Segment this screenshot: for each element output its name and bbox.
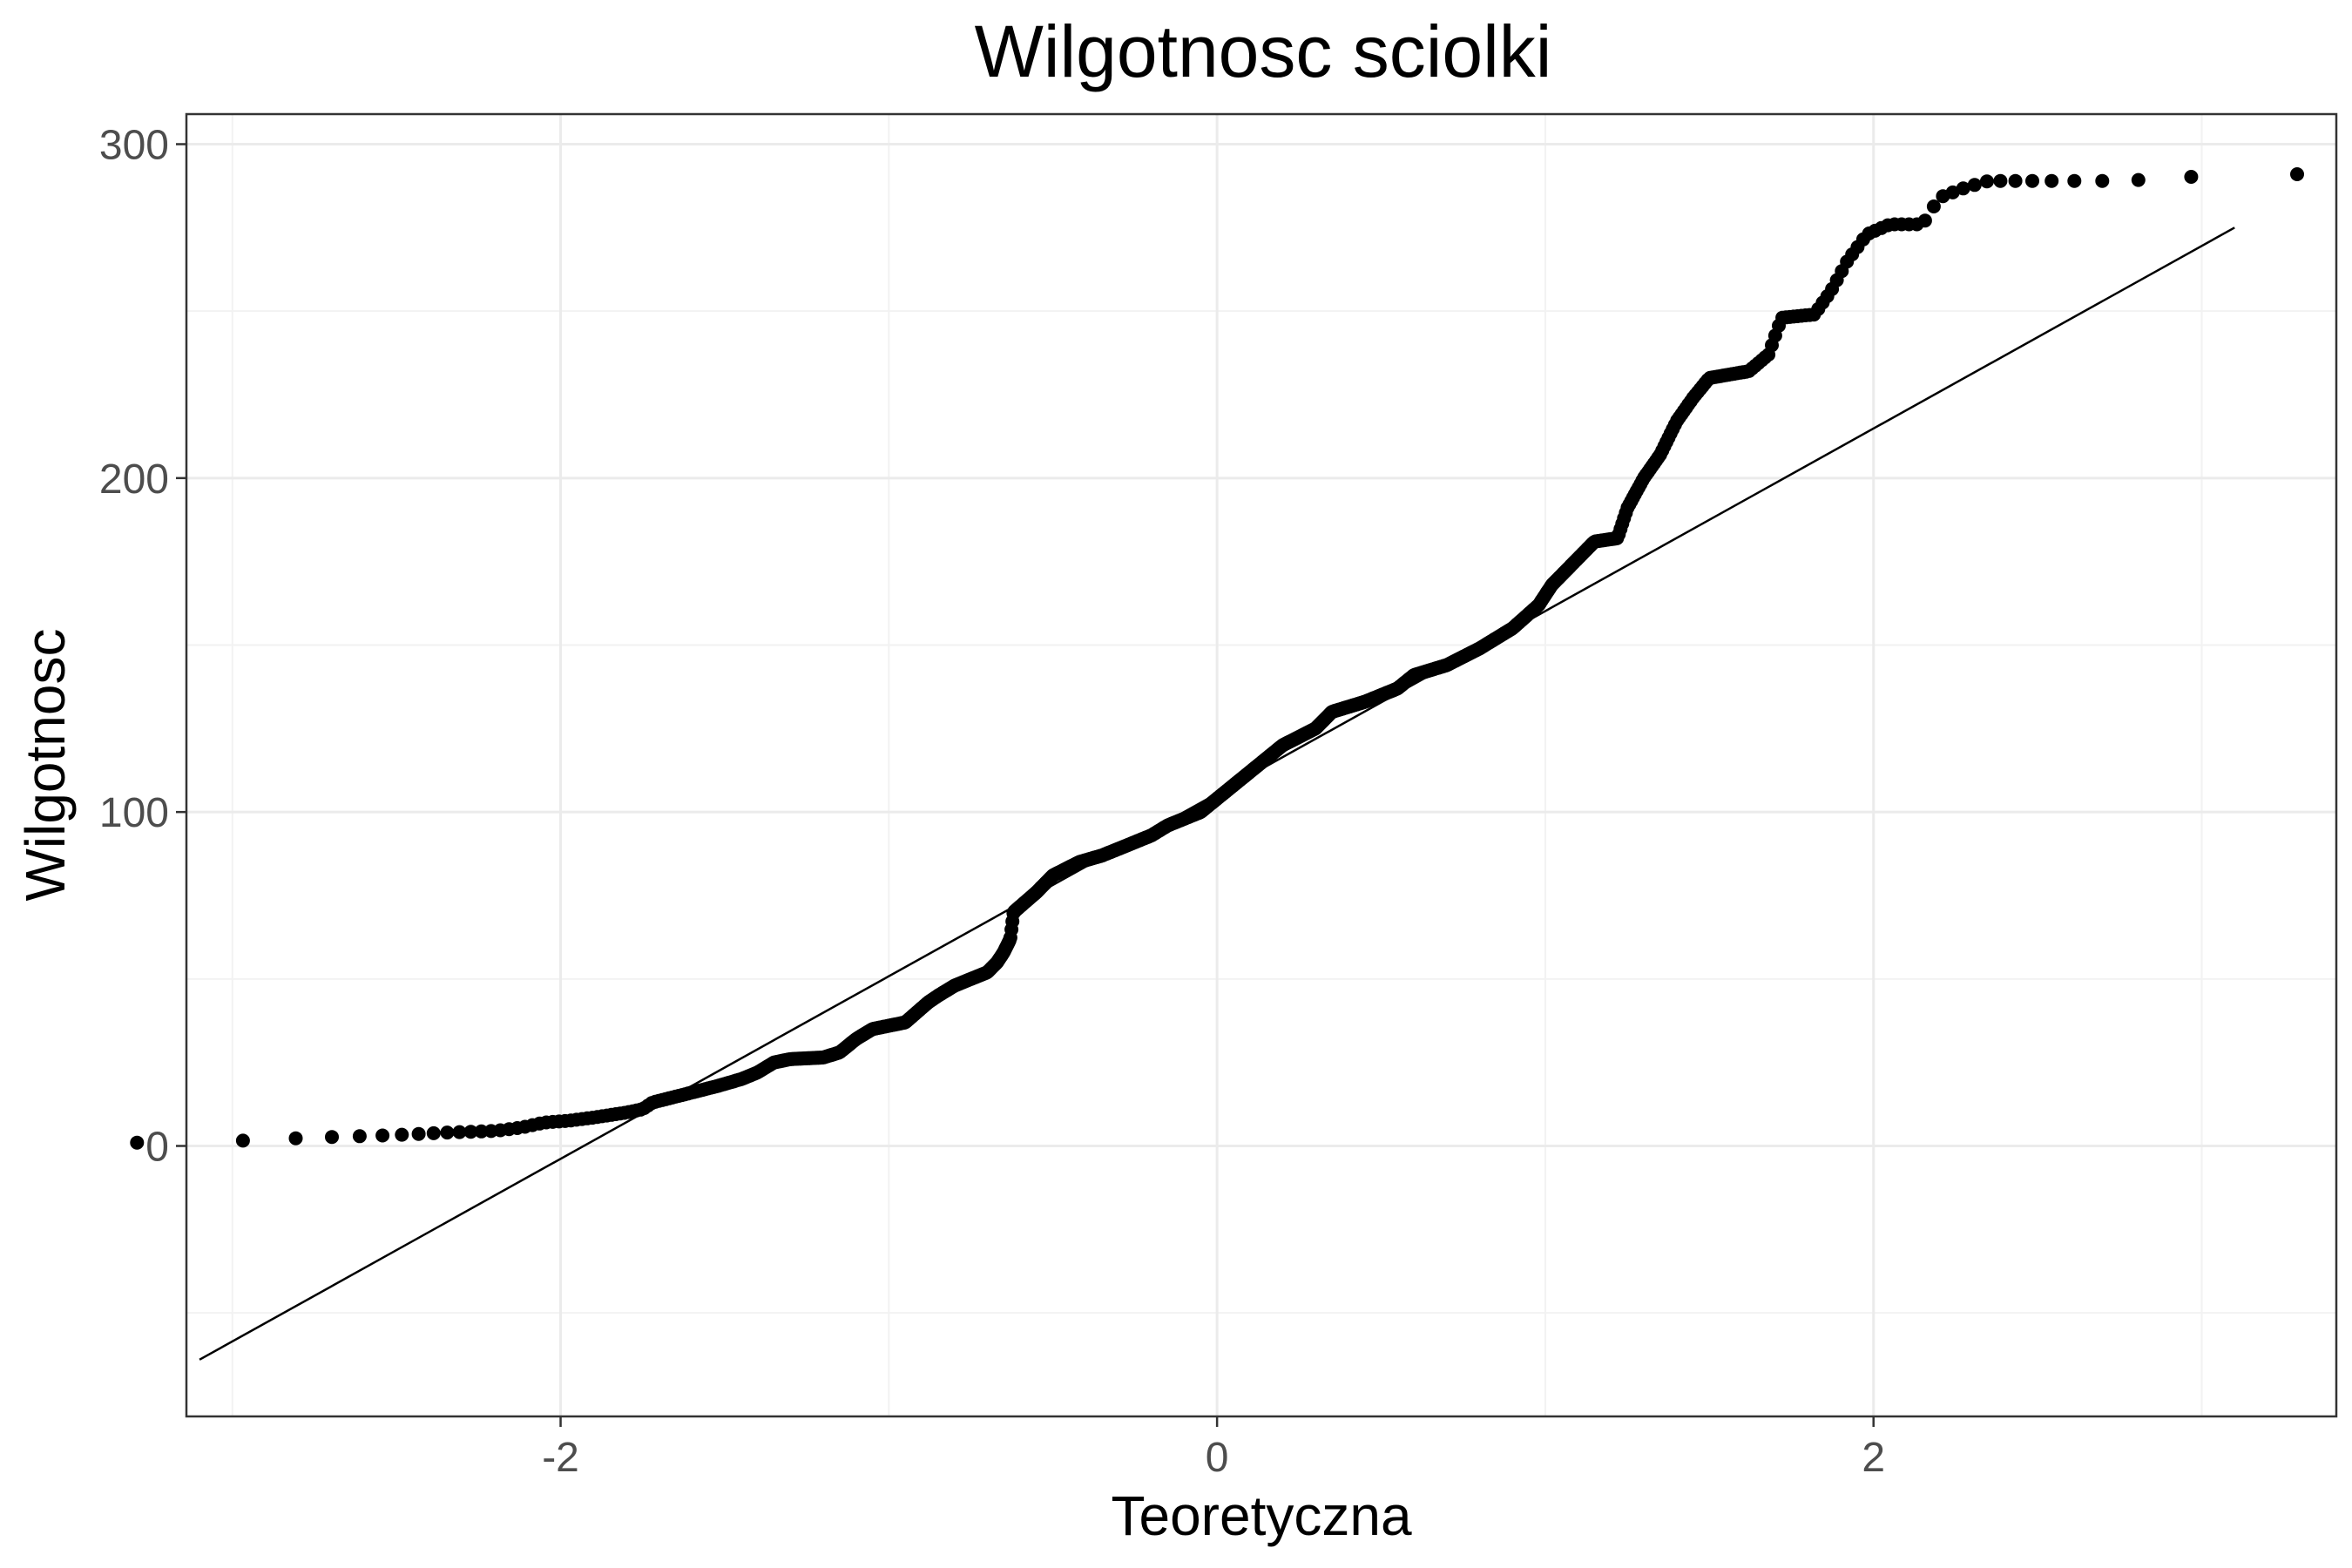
minor-gridlines bbox=[186, 114, 2336, 1416]
y-tick-label: 100 bbox=[99, 790, 169, 836]
data-point bbox=[440, 1125, 455, 1140]
data-point bbox=[452, 1125, 467, 1139]
data-point bbox=[352, 1129, 367, 1144]
data-point bbox=[2184, 170, 2199, 184]
data-point bbox=[1917, 213, 1932, 228]
data-point bbox=[2008, 173, 2023, 188]
y-tick-label: 200 bbox=[99, 456, 169, 503]
x-tick-label: -2 bbox=[542, 1435, 579, 1481]
y-tick-label: 300 bbox=[99, 123, 169, 169]
data-point bbox=[1956, 181, 1970, 196]
y-axis: 0 100 200 300 bbox=[99, 123, 186, 1171]
data-point bbox=[1945, 185, 1960, 199]
data-point bbox=[395, 1127, 409, 1142]
data-points bbox=[130, 167, 2304, 1150]
data-point bbox=[235, 1133, 250, 1148]
data-point bbox=[1979, 174, 1994, 189]
data-point bbox=[288, 1131, 303, 1146]
chart-title: Wilgotnosc sciolki bbox=[975, 10, 1552, 92]
y-tick-label: 0 bbox=[145, 1125, 169, 1171]
y-axis-title: Wilgotnosc bbox=[14, 629, 77, 902]
plot-panel bbox=[130, 112, 2338, 1418]
data-point bbox=[2095, 173, 2110, 188]
x-tick-label: 0 bbox=[1206, 1435, 1229, 1481]
data-point bbox=[474, 1124, 489, 1139]
x-axis: -2 0 2 bbox=[542, 1416, 1885, 1481]
data-point bbox=[2290, 167, 2304, 181]
data-point bbox=[2067, 173, 2082, 188]
data-point bbox=[1993, 173, 2008, 188]
data-point bbox=[130, 1135, 145, 1150]
data-point bbox=[411, 1126, 426, 1141]
data-point bbox=[375, 1128, 390, 1143]
panel-border bbox=[185, 112, 2338, 1418]
x-axis-title: Teoretyczna bbox=[1111, 1484, 1411, 1547]
major-gridlines bbox=[186, 114, 2336, 1416]
data-point bbox=[463, 1125, 478, 1139]
data-point bbox=[426, 1125, 441, 1140]
data-point bbox=[2025, 173, 2039, 188]
data-point bbox=[1926, 199, 1941, 213]
data-point bbox=[2044, 173, 2059, 188]
data-point bbox=[2131, 172, 2146, 187]
data-point bbox=[1967, 178, 1982, 193]
x-tick-label: 2 bbox=[1862, 1435, 1885, 1481]
data-point bbox=[325, 1130, 339, 1145]
